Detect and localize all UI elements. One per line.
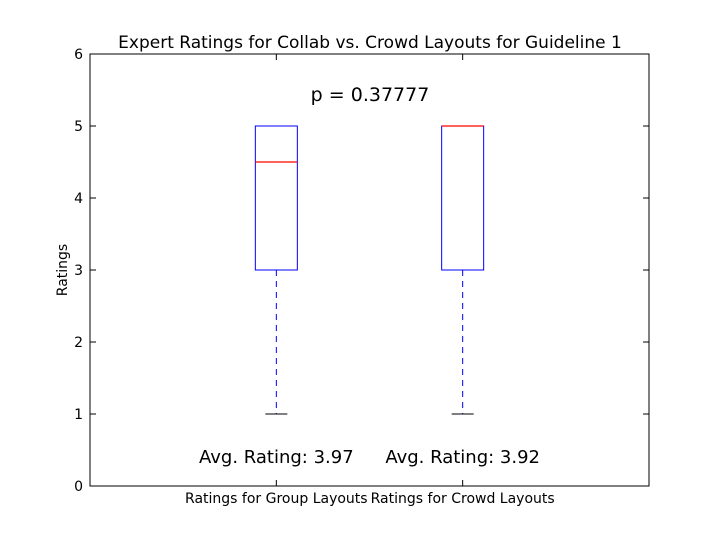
- chart-title: Expert Ratings for Collab vs. Crowd Layo…: [118, 33, 622, 53]
- average-rating-label: Avg. Rating: 3.97: [199, 447, 354, 468]
- p-value-annotation: p = 0.37777: [311, 84, 430, 106]
- average-rating-annotations: Avg. Rating: 3.97 Avg. Rating: 3.92: [199, 447, 540, 468]
- y-tick-label: 3: [74, 263, 83, 279]
- y-tick-label: 1: [74, 407, 83, 423]
- y-tick-label: 2: [74, 335, 83, 351]
- box-series: [254, 125, 485, 415]
- iqr-box: [254, 125, 298, 271]
- y-tick-label: 6: [74, 47, 83, 63]
- box-group: [254, 125, 298, 415]
- y-tick-label: 0: [74, 479, 83, 495]
- x-axis-ticks: [275, 54, 464, 486]
- x-category-label: Ratings for Crowd Layouts: [371, 491, 555, 507]
- y-tick-label: 4: [74, 191, 83, 207]
- x-axis-tick-labels: Ratings for Group Layouts Ratings for Cro…: [185, 491, 555, 507]
- y-axis-tick-labels: 0 1 2 3 4 5 6: [74, 47, 83, 495]
- x-category-label: Ratings for Group Layouts: [185, 491, 368, 507]
- average-rating-label: Avg. Rating: 3.92: [385, 447, 540, 468]
- y-tick-label: 5: [74, 119, 83, 135]
- box-group: [441, 125, 485, 415]
- y-axis-label: Ratings: [55, 244, 71, 296]
- y-axis-ticks: [90, 53, 649, 487]
